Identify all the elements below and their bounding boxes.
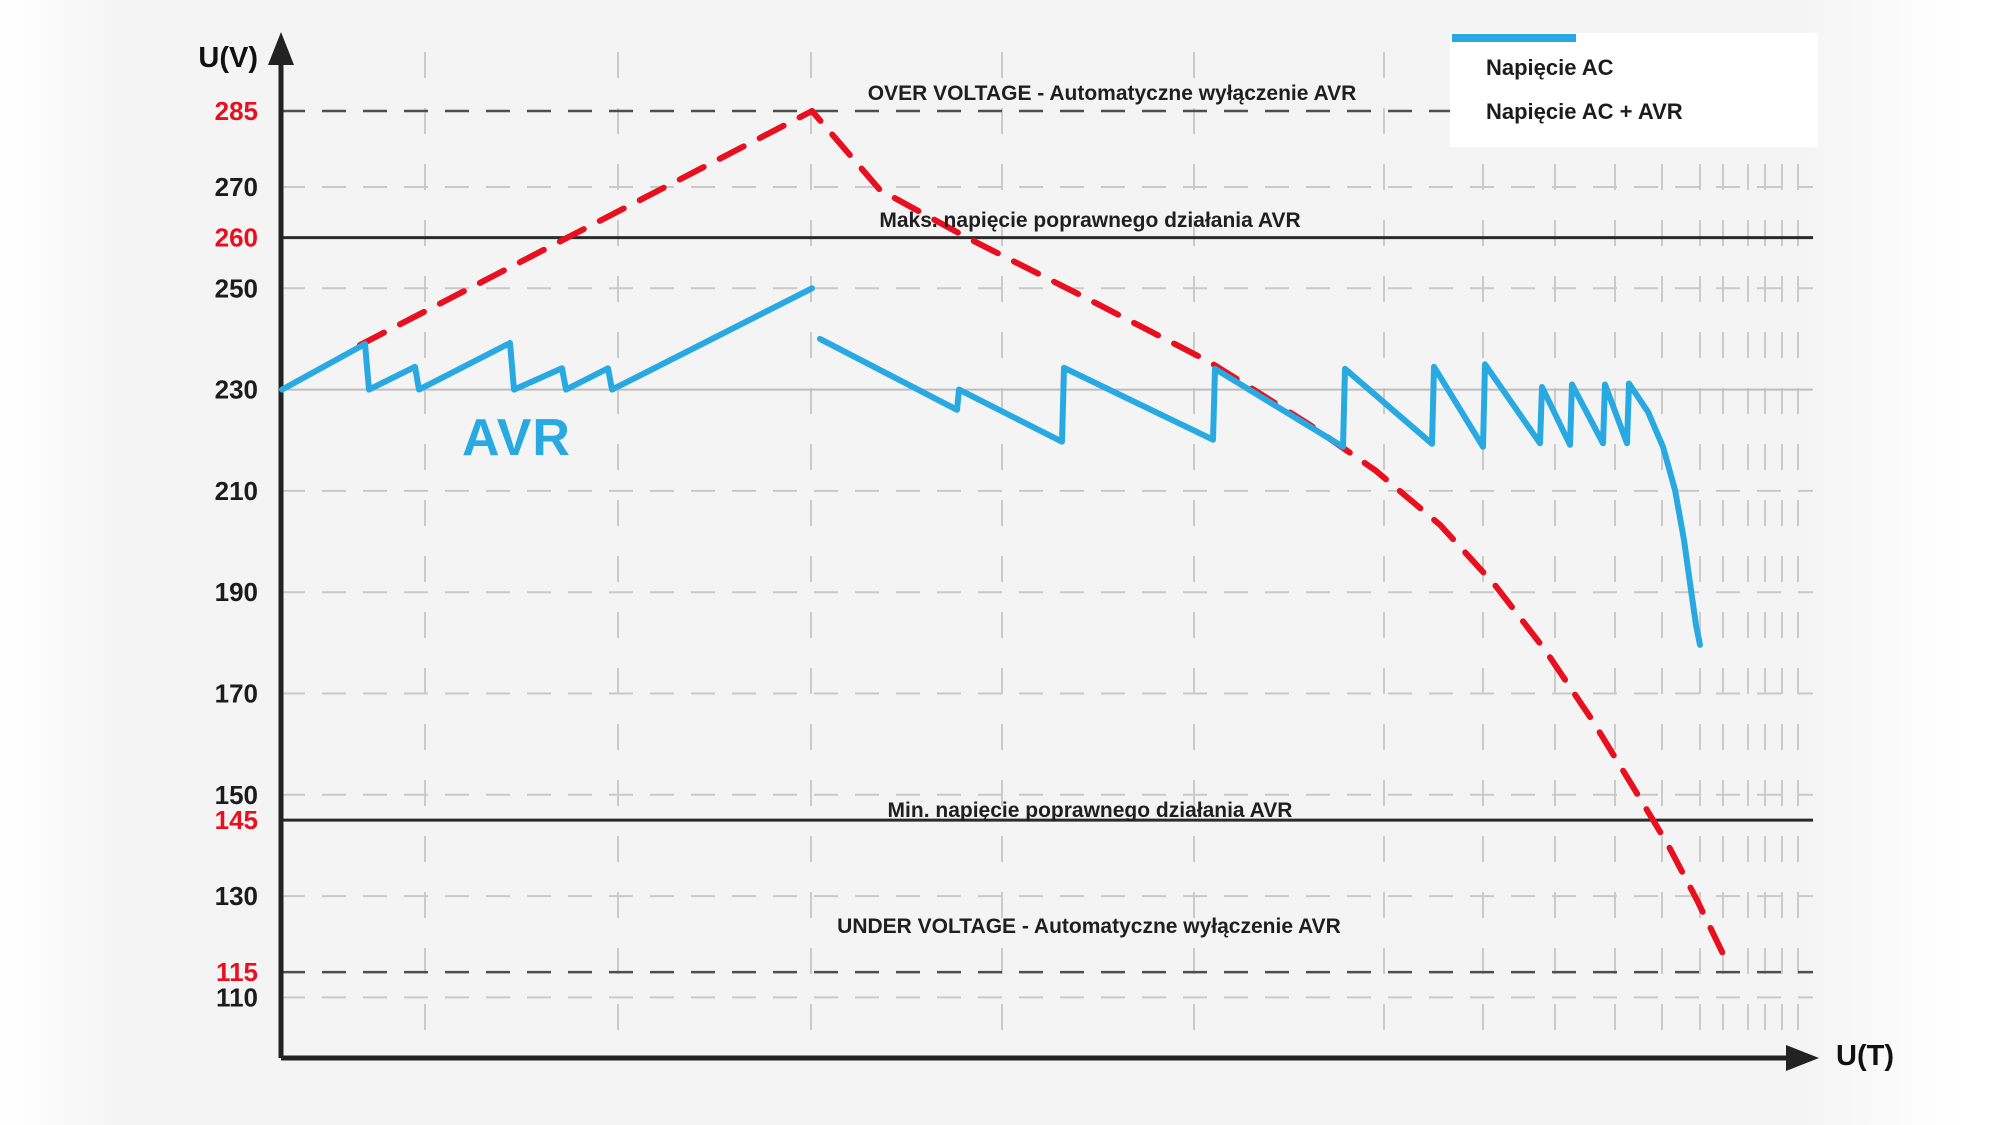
series-napiecie-ac-avr <box>817 335 1703 648</box>
legend-item-napiecie-ac-avr: Napięcie AC + AVR <box>1452 34 1818 134</box>
min-avr-annotation: Min. napięcie poprawnego działania AVR <box>887 799 1293 822</box>
avr-curve-label: AVR <box>462 409 571 467</box>
y-tick-label: 110 <box>216 982 258 1012</box>
y-axis-label: U(V) <box>198 42 258 74</box>
y-axis-arrow-icon <box>268 32 294 65</box>
legend: Napięcie AC Napięcie AC + AVR <box>1450 33 1818 147</box>
curve-layer <box>279 108 1728 961</box>
y-tick-label: 250 <box>215 273 258 303</box>
y-tick-label: 170 <box>215 679 258 709</box>
series-napiecie-ac-avr <box>279 285 815 393</box>
y-tick-label: 190 <box>215 577 258 607</box>
max-avr-annotation: Maks. napięcie poprawnego działania AVR <box>879 209 1301 232</box>
legend-item-label: Napięcie AC <box>1486 55 1614 80</box>
y-tick-label: 150 <box>215 780 258 810</box>
y-tick-label: 210 <box>215 476 258 506</box>
legend-item-napiecie-ac: Napięcie AC <box>1452 34 1818 90</box>
y-tick-label: 115 <box>216 957 258 987</box>
legend-item-label: Napięcie AC + AVR <box>1486 99 1683 124</box>
y-tick-label: 145 <box>215 805 258 835</box>
grid-layer <box>281 52 1813 1058</box>
y-tick-label: 270 <box>215 172 258 202</box>
y-tick-label: 230 <box>215 375 258 405</box>
axes-layer <box>268 32 1819 1071</box>
y-tick-label: 285 <box>215 96 258 126</box>
over-voltage-annotation: OVER VOLTAGE - Automatyczne wyłączenie A… <box>867 82 1357 105</box>
y-tick-label: 130 <box>215 881 258 911</box>
under-voltage-annotation: UNDER VOLTAGE - Automatyczne wyłączenie … <box>837 915 1341 938</box>
y-tick-label: 260 <box>215 223 258 253</box>
x-axis-label: U(T) <box>1836 1040 1894 1072</box>
blue-solid-line-icon <box>1452 34 1576 42</box>
series-napiecie-ac <box>357 108 1728 961</box>
x-axis-arrow-icon <box>1786 1045 1819 1071</box>
